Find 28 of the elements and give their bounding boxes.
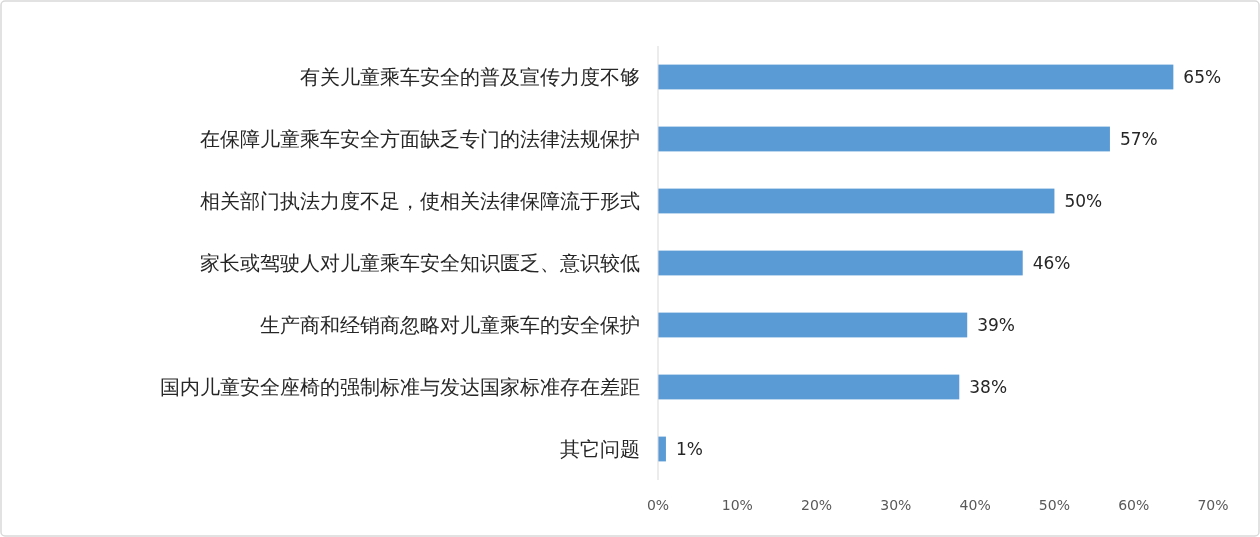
bar (658, 188, 1055, 214)
x-tick-label: 50% (1038, 497, 1070, 513)
data-label: 46% (1032, 253, 1071, 273)
y-tick-label: 相关部门执法力度不足，使相关法律保障流于形式 (200, 189, 640, 213)
x-tick-label: 40% (959, 497, 991, 513)
data-label: 38% (969, 377, 1008, 397)
x-tick-label: 30% (880, 497, 912, 513)
x-tick-label: 60% (1118, 497, 1150, 513)
bar (658, 312, 968, 338)
x-tick-label: 20% (801, 497, 833, 513)
x-tick-label: 0% (646, 497, 670, 513)
y-tick-label: 其它问题 (560, 437, 640, 461)
data-label: 39% (977, 315, 1016, 335)
bar (658, 64, 1174, 90)
y-tick-label: 在保障儿童乘车安全方面缺乏专门的法律法规保护 (200, 127, 640, 151)
y-tick-label: 家长或驾驶人对儿童乘车安全知识匮乏、意识较低 (200, 251, 640, 275)
y-tick-label: 有关儿童乘车安全的普及宣传力度不够 (300, 65, 640, 89)
bar (658, 126, 1110, 152)
data-label: 1% (675, 439, 703, 459)
data-label: 50% (1064, 191, 1103, 211)
x-tick-label: 10% (721, 497, 753, 513)
x-tick-label: 70% (1197, 497, 1229, 513)
y-tick-label: 国内儿童安全座椅的强制标准与发达国家标准存在差距 (160, 375, 640, 399)
y-tick-label: 生产商和经销商忽略对儿童乘车的安全保护 (260, 313, 640, 337)
data-label: 57% (1119, 129, 1158, 149)
bar (658, 250, 1023, 276)
bar (658, 374, 960, 400)
data-label: 65% (1183, 67, 1222, 87)
